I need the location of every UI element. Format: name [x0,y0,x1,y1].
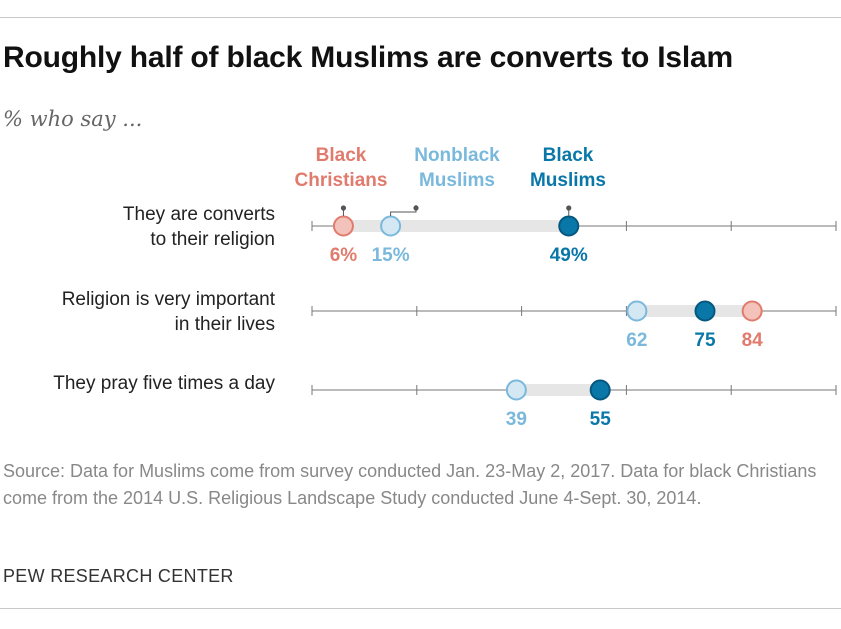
row-3-dot-black-muslims [589,379,611,401]
row-2-category-label: Religion is very important [62,289,276,310]
row-3-dot-nonblack-muslims [505,379,527,401]
row-1-dot-nonblack-muslims [380,215,402,237]
chart-title: Roughly half of black Muslims are conver… [3,41,733,74]
row-3-category-label: They pray five times a day [53,373,275,394]
pew-credit: PEW RESEARCH CENTER [3,566,234,586]
legend-label-nonblack-muslims: Nonblack [414,145,500,166]
top-rule [0,17,841,18]
row-1-value-label-black-muslims: 49% [550,245,588,266]
row-1-dot-black-christians [332,215,354,237]
row-2-value-label-black-muslims: 75 [694,330,716,351]
source-note: Source: Data for Muslims come from surve… [3,461,817,508]
legend-pin-black-christians [340,205,347,211]
row-2-value-label-nonblack-muslims: 62 [626,330,647,351]
legend-label-black-muslims: Muslims [530,170,606,191]
row-1-category-label: to their religion [150,229,275,250]
row-2-dot-nonblack-muslims [626,300,648,322]
row-2-category-label: in their lives [175,314,275,335]
row-1-value-label-nonblack-muslims: 15% [372,245,410,266]
legend-label-black-christians: Black [316,145,367,166]
row-3-value-label-nonblack-muslims: 39 [506,409,527,430]
row-1-dot-black-muslims [558,215,580,237]
row-2-value-label-black-christians: 84 [742,330,764,351]
legend-pin-black-muslims [566,205,572,211]
row-2-dot-black-muslims [694,300,716,322]
legend-pin-nonblack-muslims [413,205,419,211]
row-1-value-label-black-christians: 6% [330,245,358,266]
legend-label-nonblack-muslims: Muslims [419,170,495,191]
chart-subtitle: % who say ... [3,107,143,131]
legend-label-black-christians: Christians [295,170,388,191]
dot-plot-chart: They are converts to their religion 6% 15% 4… [53,145,837,430]
row-1-category-label: They are converts [123,204,275,225]
row-3-value-label-black-muslims: 55 [590,409,612,430]
bottom-rule [0,608,841,609]
row-2-dot-black-christians [741,300,763,322]
legend-label-black-muslims: Black [543,145,594,166]
legend-connector-nonblack-muslims [390,205,417,216]
